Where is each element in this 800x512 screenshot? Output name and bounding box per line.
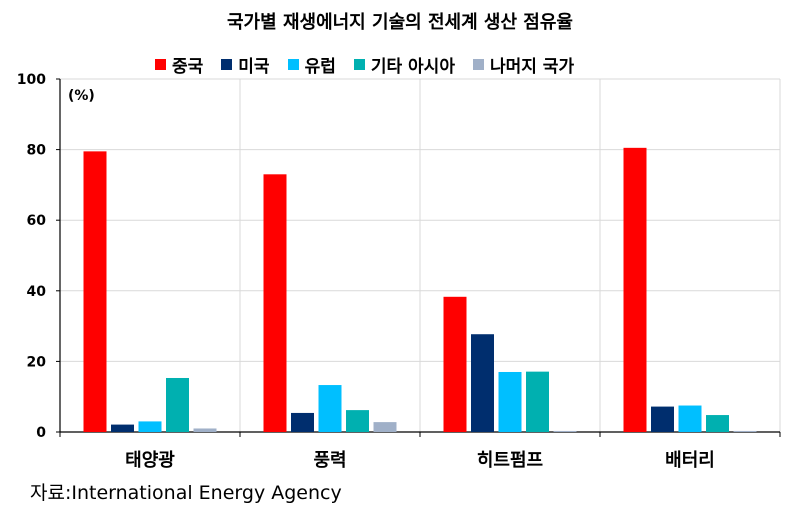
legend-swatch: [287, 59, 299, 70]
legend-item: 유럽: [287, 52, 336, 77]
legend-label: 유럽: [304, 57, 336, 77]
bar: [733, 430, 757, 432]
legend-swatch: [472, 59, 484, 70]
bar: [623, 147, 647, 432]
legend-swatch: [155, 59, 166, 70]
legend-item: 나머지 국가: [472, 52, 575, 77]
legend-label: 중국: [172, 57, 204, 77]
bar: [526, 371, 549, 432]
bar: [373, 422, 397, 432]
chart-title: 국가별 재생에너지 기술의 전세계 생산 점유율: [227, 12, 573, 33]
legend-label: 나머지 국가: [489, 57, 575, 77]
category-label: 히트펌프: [477, 450, 543, 471]
bar: [678, 405, 702, 432]
y-tick-label: 100: [17, 72, 46, 88]
legend-label: 미국: [238, 57, 270, 77]
y-tick-label: 40: [27, 284, 47, 300]
legend-swatch: [221, 59, 233, 70]
bar: [498, 371, 522, 432]
bar: [651, 406, 674, 432]
y-tick-label: 80: [27, 143, 47, 159]
y-unit-label: (%): [68, 88, 95, 104]
bar: [111, 424, 134, 432]
legend-swatch: [353, 59, 365, 70]
category-label: 배터리: [665, 450, 715, 471]
bar: [318, 385, 342, 432]
category-label: 태양광: [125, 450, 175, 471]
category-label: 풍력: [313, 450, 346, 471]
bar: [83, 151, 107, 433]
bar: [138, 421, 162, 432]
bar: [263, 174, 287, 432]
legend: 중국 미국 유럽 기타 아시아 나머지 국가: [155, 52, 592, 77]
y-tick-label: 60: [27, 213, 47, 229]
bar: [443, 296, 467, 432]
y-tick-label: 20: [27, 354, 47, 370]
legend-item: 중국: [155, 52, 203, 77]
y-tick-label: 0: [36, 425, 46, 441]
bar: [193, 428, 217, 432]
bar: [471, 334, 494, 432]
bar: [346, 410, 369, 432]
legend-item: 미국: [221, 52, 270, 77]
bar: [291, 412, 314, 432]
bar: [706, 415, 729, 432]
legend-label: 기타 아시아: [370, 57, 455, 77]
legend-item: 기타 아시아: [353, 52, 455, 77]
bar: [553, 430, 577, 432]
source-note: 자료:International Energy Agency: [30, 482, 342, 504]
bar: [166, 377, 189, 432]
